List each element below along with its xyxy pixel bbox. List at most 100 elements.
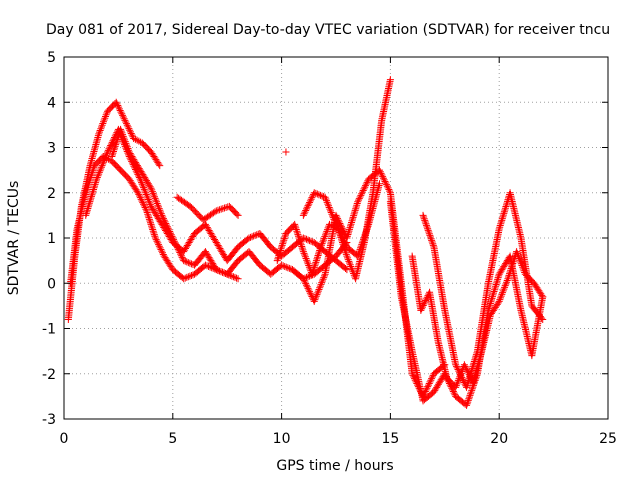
data-point [108,151,116,159]
data-point [432,385,440,393]
grid-lines [64,57,608,419]
data-point [120,115,128,123]
data-point [219,268,227,276]
data-point [518,261,526,269]
data-point [212,266,220,274]
data-point [83,185,91,193]
data-point [380,176,388,184]
data-point [119,131,127,139]
data-point [298,242,306,250]
data-point [155,160,163,168]
data-point [323,198,331,206]
data-point [377,169,385,177]
data-point [98,162,106,170]
data-point [280,235,288,243]
data-point [310,297,318,305]
data-point [145,181,153,189]
data-point [385,186,393,194]
series-track-8 [299,180,384,260]
data-point [83,208,91,216]
series-track-6 [273,76,394,283]
data-point [376,168,384,176]
data-point [503,276,511,284]
data-point [155,242,163,250]
data-point [300,276,308,284]
data-point [149,189,157,197]
data-point [420,213,428,221]
data-point [184,259,192,267]
data-point [349,213,357,221]
data-point [115,103,123,111]
data-point [428,238,436,246]
data-point [85,199,93,207]
data-point [209,232,217,240]
data-point [292,226,300,234]
data-point [354,198,362,206]
data-point [347,222,355,230]
data-point [303,203,311,211]
data-point [331,217,339,225]
data-point [207,257,215,265]
data-point [151,234,159,242]
data-point [344,254,352,262]
data-point [88,189,96,197]
data-point [353,201,361,209]
data-point [354,250,362,258]
data-point [507,265,515,273]
data-point [358,188,366,196]
data-point [143,192,151,200]
data-point [86,175,94,183]
data-point [360,185,368,193]
data-point [140,172,148,180]
data-point [298,244,306,252]
data-point [214,242,222,250]
data-point [220,251,228,259]
data-point [499,287,507,295]
data-point [319,238,327,246]
data-point [83,206,91,214]
data-point [308,270,316,278]
data-point [87,172,95,180]
data-point [122,139,130,147]
data-point [310,265,318,273]
data-point [539,293,547,301]
data-point [142,190,150,198]
data-point [499,213,507,221]
data-point [426,231,434,239]
data-point [465,371,473,379]
data-point [435,379,443,387]
data-point [497,292,505,300]
series-track-4 [108,125,351,283]
data-point [153,199,161,207]
data-point [500,285,508,293]
data-point [95,130,103,138]
data-point [201,261,209,269]
data-point [229,273,237,281]
data-point [351,208,359,216]
data-point [207,229,215,237]
data-point [324,200,332,208]
data-point [159,250,167,258]
data-point [233,274,241,282]
data-point [93,173,101,181]
data-point [317,280,325,288]
data-point [505,271,513,279]
data-point [436,377,444,385]
data-point [130,156,138,164]
data-point [318,279,326,287]
data-point [490,287,498,295]
data-point [206,228,214,236]
data-point [296,237,304,245]
data-point [155,241,163,249]
data-point [449,388,457,396]
data-point [160,216,168,224]
data-point [515,253,523,261]
data-point [509,258,517,266]
data-point [119,111,127,119]
y-tick-label: 0 [47,276,56,292]
data-point [301,251,309,259]
data-point [121,138,129,146]
data-point [504,275,512,283]
data-point [498,290,506,298]
